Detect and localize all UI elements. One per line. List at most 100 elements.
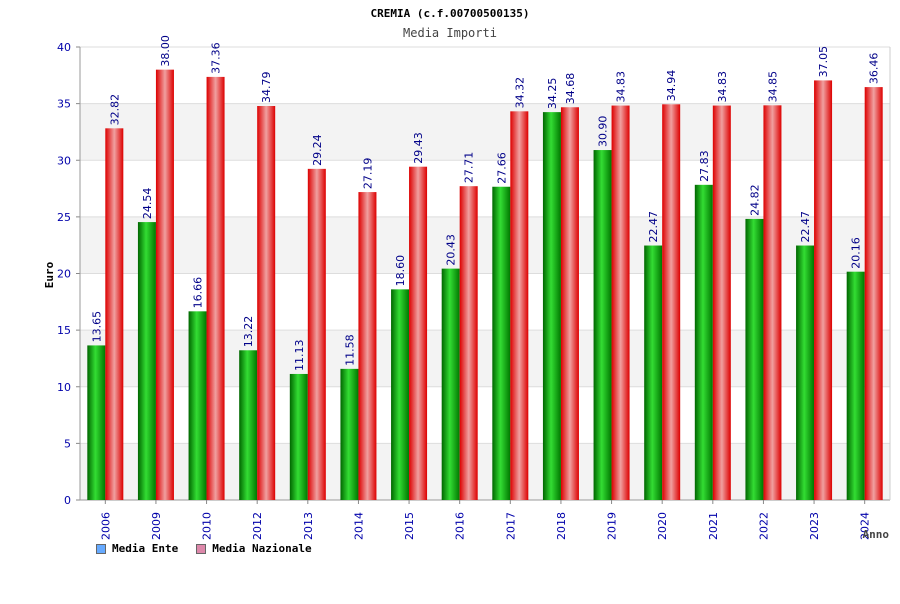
bar-media-nazionale [409, 166, 428, 500]
x-tick-label: 2017 [504, 512, 517, 540]
bar-data-label: 34.32 [513, 77, 526, 109]
legend-item-ente: Media Ente [96, 542, 178, 555]
bar-data-label: 20.43 [445, 234, 458, 266]
y-tick-label: 35 [57, 98, 71, 111]
bar-media-nazionale [459, 186, 478, 500]
bar-media-nazionale [712, 105, 731, 501]
bar-data-label: 29.43 [412, 132, 425, 164]
bar-data-label: 36.46 [868, 53, 881, 85]
bar-data-label: 34.25 [546, 78, 559, 110]
bar-media-ente [441, 268, 460, 500]
legend-label-nazionale: Media Nazionale [212, 542, 312, 555]
bar-data-label: 11.13 [293, 339, 306, 371]
bar-data-label: 27.66 [495, 152, 508, 184]
bar-media-nazionale [864, 87, 883, 500]
y-tick-label: 5 [64, 437, 71, 450]
bar-data-label: 11.58 [343, 334, 356, 366]
y-tick-label: 20 [57, 268, 71, 281]
x-tick-label: 2019 [606, 512, 619, 540]
bar-data-label: 34.79 [260, 72, 273, 104]
bar-media-nazionale [510, 111, 529, 501]
x-tick-label: 2021 [707, 512, 720, 540]
bar-media-nazionale [763, 105, 782, 500]
bar-media-ente [492, 186, 511, 501]
bar-media-nazionale [560, 107, 579, 501]
bar-media-nazionale [155, 69, 174, 501]
x-tick-label: 2014 [352, 512, 365, 540]
bar-data-label: 34.68 [564, 73, 577, 105]
bar-data-label: 34.83 [716, 71, 729, 103]
x-tick-label: 2015 [403, 512, 416, 540]
bar-media-nazionale [105, 128, 124, 500]
bar-media-nazionale [307, 168, 326, 500]
bar-data-label: 24.54 [141, 188, 154, 220]
x-tick-label: 2009 [150, 512, 163, 540]
bar-data-label: 24.82 [748, 184, 761, 216]
bar-data-label: 18.60 [394, 255, 407, 287]
legend-swatch-nazionale [196, 543, 207, 554]
y-tick-label: 15 [57, 324, 71, 337]
y-tick-label: 10 [57, 381, 71, 394]
bar-media-ente [289, 373, 308, 500]
chart-subtitle: Media Importi [403, 26, 497, 40]
bar-data-label: 27.83 [698, 150, 711, 182]
bar-media-ente [239, 350, 258, 500]
y-axis-label: Euro [43, 261, 56, 288]
x-tick-label: 2010 [201, 512, 214, 540]
bar-data-label: 13.22 [242, 316, 255, 348]
bar-media-ente [87, 345, 106, 500]
bar-media-ente [340, 368, 359, 500]
bar-media-ente [137, 222, 156, 500]
bar-media-ente [593, 150, 612, 500]
x-tick-label: 2020 [656, 512, 669, 540]
x-tick-label: 2016 [454, 512, 467, 540]
bar-media-ente [391, 289, 410, 500]
y-tick-label: 40 [57, 41, 71, 54]
x-tick-label: 2012 [251, 512, 264, 540]
bar-media-ente [846, 271, 865, 500]
bar-media-ente [644, 245, 663, 500]
x-tick-label: 2024 [859, 512, 872, 540]
legend-item-nazionale: Media Nazionale [196, 542, 312, 555]
bar-data-label: 34.83 [615, 71, 628, 103]
bar-data-label: 34.94 [665, 70, 678, 102]
bar-data-label: 27.71 [463, 152, 476, 184]
bar-data-label: 37.36 [210, 42, 223, 74]
legend-label-ente: Media Ente [112, 542, 179, 555]
chart-title: CREMIA (c.f.00700500135) [371, 7, 530, 20]
x-tick-label: 2006 [99, 512, 112, 540]
bar-media-ente [745, 218, 764, 500]
bar-data-label: 22.47 [799, 211, 812, 243]
x-tick-label: 2018 [555, 512, 568, 540]
x-tick-label: 2022 [757, 512, 770, 540]
bar-data-label: 13.65 [90, 311, 103, 343]
bar-media-nazionale [662, 104, 681, 500]
bar-media-nazionale [206, 76, 225, 500]
bar-media-nazionale [358, 192, 377, 501]
bar-media-ente [796, 245, 815, 500]
bar-data-label: 20.16 [850, 237, 863, 269]
bar-data-label: 32.82 [108, 94, 121, 126]
legend-swatch-ente [96, 543, 106, 554]
bar-data-label: 38.00 [159, 35, 172, 67]
bar-data-label: 34.85 [766, 71, 779, 103]
bar-media-nazionale [257, 106, 276, 501]
y-tick-label: 30 [57, 154, 71, 167]
bar-media-nazionale [611, 105, 630, 501]
legend: Media Ente Media Nazionale [96, 542, 312, 555]
x-tick-label: 2013 [302, 512, 315, 540]
bar-data-label: 27.19 [361, 158, 374, 190]
x-axis-label: Anno [863, 528, 890, 541]
bar-media-ente [188, 311, 207, 500]
bar-data-label: 30.90 [597, 116, 610, 148]
y-tick-label: 0 [64, 494, 71, 507]
bar-data-label: 16.66 [192, 277, 205, 309]
bar-media-ente [542, 112, 561, 501]
bar-data-label: 29.24 [311, 134, 324, 166]
x-tick-label: 2023 [808, 512, 821, 540]
bar-media-nazionale [814, 80, 833, 500]
bar-data-label: 37.05 [817, 46, 830, 78]
bar-media-ente [694, 184, 713, 500]
